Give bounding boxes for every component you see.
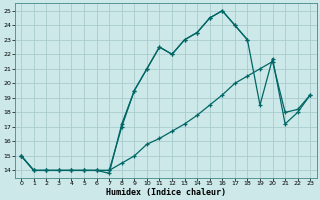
X-axis label: Humidex (Indice chaleur): Humidex (Indice chaleur) [106,188,226,197]
